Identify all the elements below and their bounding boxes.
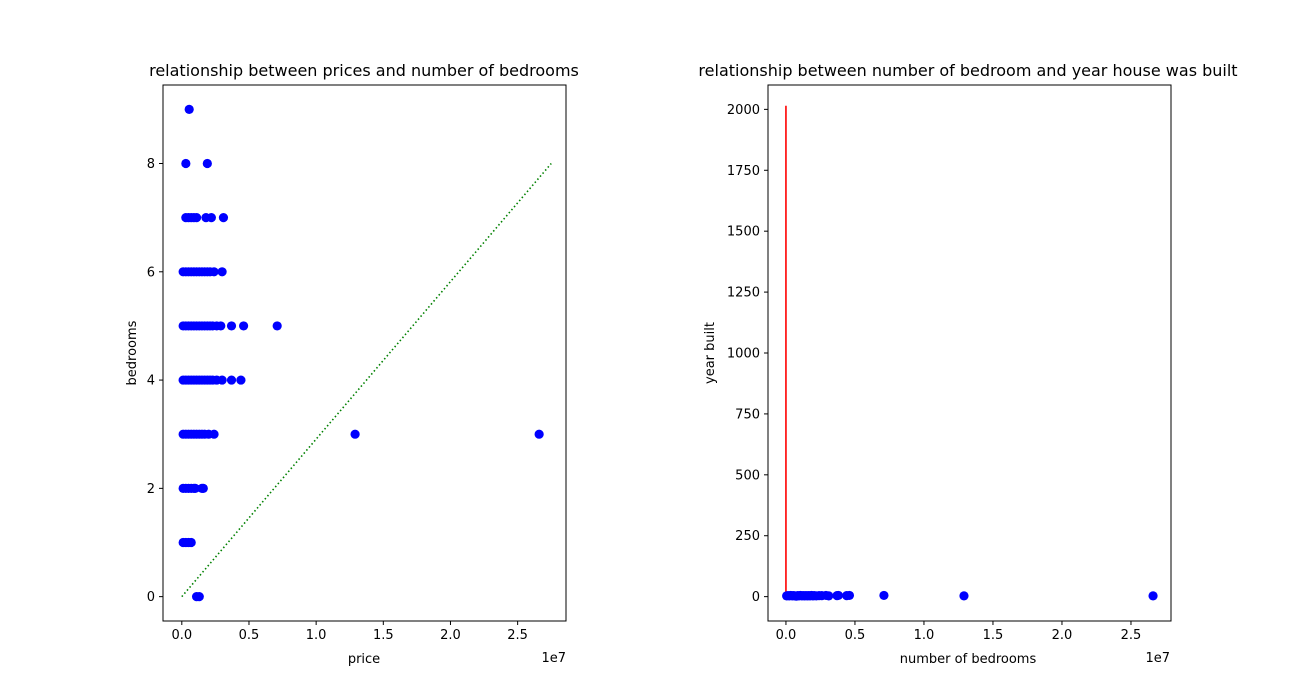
data-point (534, 429, 544, 439)
data-point (209, 267, 219, 277)
y-tick-label: 1750 (727, 164, 760, 179)
data-point (181, 158, 191, 169)
y-tick-label: 0 (147, 590, 155, 605)
series-line (181, 162, 552, 598)
x-tick-label: 1.5 (373, 628, 394, 643)
x-tick-label: 2.5 (1121, 628, 1142, 643)
data-point (824, 591, 834, 601)
x-tick-label: 1.0 (914, 628, 935, 643)
bedrooms-year-chart: relationship between number of bedroom a… (698, 61, 1237, 667)
data-point (202, 158, 212, 169)
plot-frame (767, 84, 1172, 622)
y-tick-label: 250 (735, 529, 760, 544)
data-point (217, 375, 227, 385)
x-axis-label: number of bedrooms (900, 652, 1037, 667)
x-axis-label: price (348, 652, 380, 667)
data-point (844, 590, 855, 601)
y-tick-label: 500 (735, 468, 760, 483)
data-point (184, 104, 194, 114)
data-point (194, 592, 204, 602)
data-point (191, 213, 202, 223)
x-offset-label: 1e7 (541, 651, 566, 666)
x-tick-label: 2.0 (440, 628, 461, 643)
y-axis-label: bedrooms (125, 320, 140, 385)
data-point (206, 213, 216, 223)
y-tick-label: 4 (147, 374, 155, 389)
y-tick-label: 0 (752, 590, 760, 605)
data-point (272, 321, 282, 331)
chart-title: relationship between number of bedroom a… (698, 61, 1237, 80)
y-tick-label: 1250 (727, 286, 760, 301)
data-point (198, 483, 208, 493)
y-tick-label: 2000 (727, 103, 760, 118)
data-point (217, 267, 227, 277)
x-tick-label: 0.0 (776, 628, 797, 643)
x-tick-label: 2.0 (1052, 628, 1073, 643)
x-tick-label: 0.5 (239, 628, 260, 643)
x-tick-label: 0.5 (845, 628, 866, 643)
y-tick-label: 750 (735, 407, 760, 422)
x-tick-label: 2.5 (507, 628, 528, 643)
y-tick-label: 2 (147, 482, 155, 497)
data-point (879, 590, 889, 601)
x-tick-label: 1.5 (983, 628, 1004, 643)
data-point (833, 590, 843, 601)
x-tick-label: 0.0 (171, 628, 192, 643)
data-point (209, 429, 219, 439)
y-tick-label: 1000 (727, 347, 760, 362)
plot-frame (162, 84, 567, 622)
y-tick-label: 6 (147, 265, 155, 280)
data-point (216, 321, 226, 331)
price-bedrooms-chart: relationship between prices and number o… (125, 61, 579, 667)
data-point (236, 375, 246, 385)
x-offset-label: 1e7 (1145, 651, 1170, 666)
data-point (218, 213, 229, 223)
chart-title: relationship between prices and number o… (149, 61, 579, 80)
data-point (959, 591, 969, 601)
data-point (1148, 591, 1158, 601)
data-point (350, 429, 360, 439)
data-point (226, 375, 237, 385)
data-point (226, 321, 237, 331)
y-tick-label: 8 (147, 157, 155, 172)
data-point (190, 483, 200, 493)
y-axis-label: year built (703, 322, 718, 384)
y-tick-label: 1500 (727, 225, 760, 240)
data-point (186, 537, 196, 548)
x-tick-label: 1.0 (306, 628, 327, 643)
data-point (239, 321, 249, 331)
